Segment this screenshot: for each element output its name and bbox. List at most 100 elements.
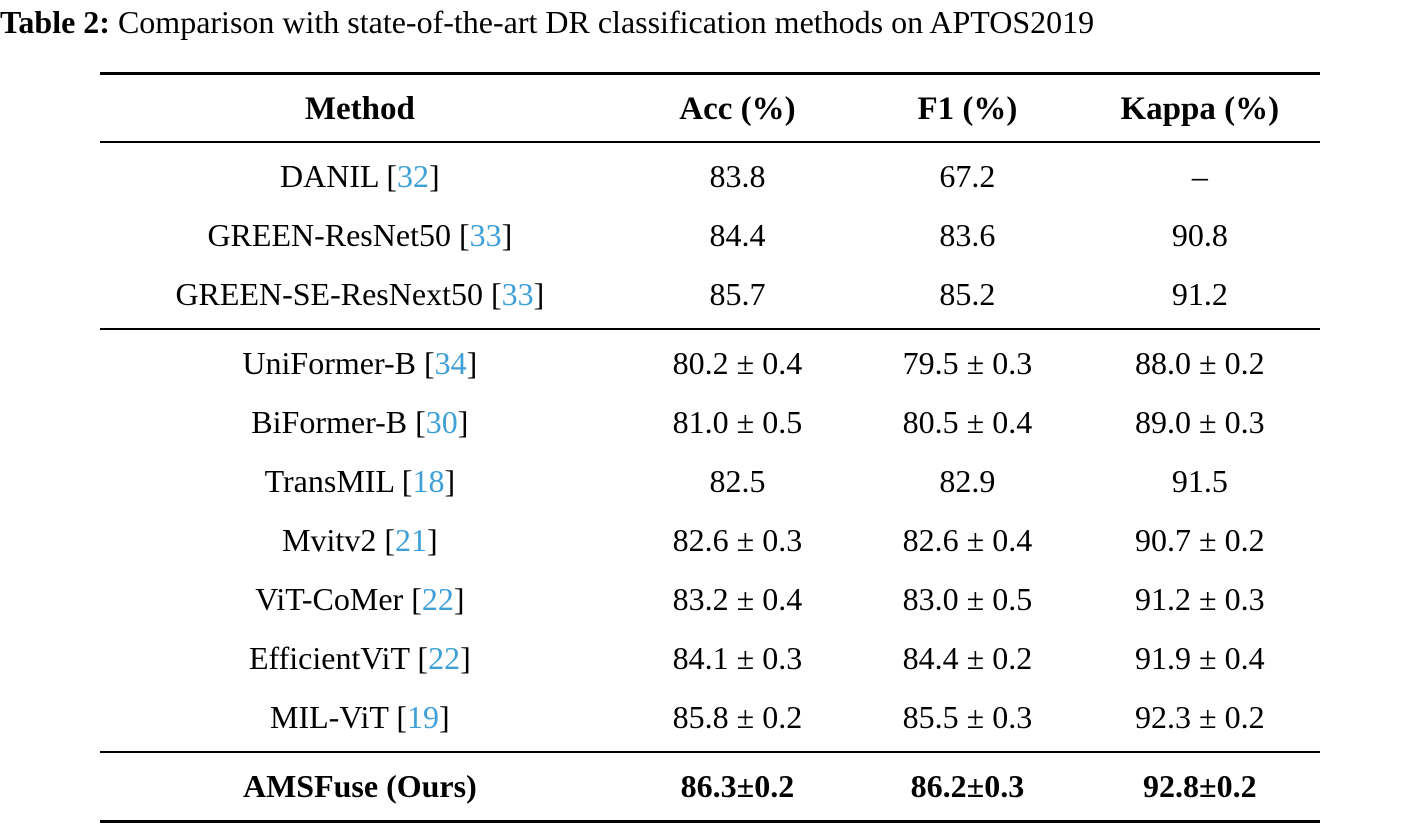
table-row: EfficientViT [22] 84.1 ± 0.3 84.4 ± 0.2 91.… <box>100 629 1320 688</box>
acc-value-cell: 84.1 ± 0.3 <box>672 640 803 676</box>
method-cell: Mvitv2 [21] <box>100 511 620 570</box>
f1-value-cell: 83.6 <box>939 217 996 253</box>
citation-link[interactable]: 22 <box>428 640 461 676</box>
kappa-value-cell: 92.8±0.2 <box>1143 768 1257 804</box>
citation: [32] <box>378 158 440 194</box>
kappa-value-cell: 91.5 <box>1171 463 1228 499</box>
method-name: UniFormer-B <box>242 345 416 381</box>
kappa-value-cell: 91.2 ± 0.3 <box>1135 581 1265 617</box>
f1-value-cell: 82.6 ± 0.4 <box>902 522 1033 558</box>
acc-value-cell: 84.4 <box>709 217 766 253</box>
results-table: Method Acc (%) F1 (%) Kappa (%) DANIL [3… <box>100 72 1320 823</box>
method-name: GREEN-SE-ResNext50 <box>175 276 483 312</box>
method-cell: TransMIL [18] <box>100 452 620 511</box>
method-cell: GREEN-ResNet50 [33] <box>100 206 620 265</box>
citation: [22] <box>409 640 471 676</box>
table-row: DANIL [32] 83.8 67.2 – <box>100 142 1320 206</box>
table-row: BiFormer-B [30] 81.0 ± 0.5 80.5 ± 0.4 89.0 … <box>100 393 1320 452</box>
table-row: AMSFuse (Ours) 86.3±0.2 86.2±0.3 92.8±0.2 <box>100 752 1320 822</box>
citation: [22] <box>403 581 465 617</box>
column-header-method: Method <box>304 91 415 127</box>
citation: [33] <box>482 276 545 312</box>
citation-link[interactable]: 18 <box>412 463 445 499</box>
citation-link[interactable]: 34 <box>434 345 467 381</box>
table-group-cnn-baselines: DANIL [32] 83.8 67.2 – GREEN-ResNet50 [33] 84… <box>100 142 1320 329</box>
citation-link[interactable]: 32 <box>397 158 430 194</box>
table-caption: Table 2: Comparison with state-of-the-ar… <box>0 2 1416 42</box>
kappa-value-cell: – <box>1191 158 1208 194</box>
table-group-transformer-baselines: UniFormer-B [34] 80.2 ± 0.4 79.5 ± 0.3 88.0… <box>100 329 1320 752</box>
citation-link[interactable]: 19 <box>407 699 440 735</box>
column-header-f1: F1 (%) <box>917 91 1018 127</box>
table-header: Method Acc (%) F1 (%) Kappa (%) <box>100 74 1320 142</box>
method-name: DANIL <box>280 158 379 194</box>
method-name: EfficientViT <box>249 640 410 676</box>
kappa-value-cell: 89.0 ± 0.3 <box>1135 404 1265 440</box>
table-row: ViT-CoMer [22] 83.2 ± 0.4 83.0 ± 0.5 91.2 ±… <box>100 570 1320 629</box>
method-cell: AMSFuse (Ours) <box>100 752 620 822</box>
kappa-value-cell: 91.9 ± 0.4 <box>1135 640 1265 676</box>
table-caption-label: Table 2: <box>0 4 110 40</box>
acc-value-cell: 86.3±0.2 <box>680 768 795 804</box>
method-cell: BiFormer-B [30] <box>100 393 620 452</box>
method-name: Mvitv2 <box>282 522 377 558</box>
table-row: GREEN-ResNet50 [33] 84.4 83.6 90.8 <box>100 206 1320 265</box>
method-name: AMSFuse (Ours) <box>242 768 477 804</box>
kappa-value-cell: 90.8 <box>1171 217 1228 253</box>
method-cell: GREEN-SE-ResNext50 [33] <box>100 265 620 329</box>
citation-link[interactable]: 33 <box>501 276 534 312</box>
acc-value-cell: 82.5 <box>709 463 766 499</box>
citation: [33] <box>450 217 513 253</box>
acc-value-cell: 81.0 ± 0.5 <box>672 404 803 440</box>
table-row: GREEN-SE-ResNext50 [33] 85.7 85.2 91.2 <box>100 265 1320 329</box>
f1-value-cell: 85.5 ± 0.3 <box>902 699 1033 735</box>
results-table-container: Method Acc (%) F1 (%) Kappa (%) DANIL [3… <box>100 72 1320 823</box>
citation-link[interactable]: 22 <box>421 581 454 617</box>
method-cell: ViT-CoMer [22] <box>100 570 620 629</box>
table-row: UniFormer-B [34] 80.2 ± 0.4 79.5 ± 0.3 88.0… <box>100 329 1320 393</box>
citation-link[interactable]: 33 <box>469 217 502 253</box>
citation: [19] <box>388 699 450 735</box>
kappa-value-cell: 91.2 <box>1171 276 1228 312</box>
kappa-value-cell: 92.3 ± 0.2 <box>1135 699 1265 735</box>
citation-link[interactable]: 30 <box>425 404 458 440</box>
acc-value-cell: 83.2 ± 0.4 <box>672 581 803 617</box>
method-cell: DANIL [32] <box>100 142 620 206</box>
acc-value-cell: 82.6 ± 0.3 <box>672 522 803 558</box>
kappa-value-cell: 88.0 ± 0.2 <box>1135 345 1265 381</box>
f1-value-cell: 82.9 <box>939 463 996 499</box>
f1-value-cell: 67.2 <box>939 158 996 194</box>
f1-value-cell: 79.5 ± 0.3 <box>902 345 1033 381</box>
method-cell: UniFormer-B [34] <box>100 329 620 393</box>
acc-value-cell: 85.8 ± 0.2 <box>672 699 803 735</box>
table-row: Mvitv2 [21] 82.6 ± 0.3 82.6 ± 0.4 90.7 ± 0.… <box>100 511 1320 570</box>
f1-value-cell: 80.5 ± 0.4 <box>902 404 1033 440</box>
kappa-value-cell: 90.7 ± 0.2 <box>1135 522 1265 558</box>
acc-value-cell: 85.7 <box>709 276 766 312</box>
citation: [30] <box>407 404 469 440</box>
citation: [34] <box>415 345 478 381</box>
table-caption-text: Comparison with state-of-the-art DR clas… <box>109 4 1095 40</box>
method-name: MIL-ViT <box>270 699 389 735</box>
column-header-acc: Acc (%) <box>679 91 796 127</box>
method-cell: MIL-ViT [19] <box>100 688 620 752</box>
citation-link[interactable]: 21 <box>394 522 427 558</box>
method-name: BiFormer-B <box>251 404 408 440</box>
f1-value-cell: 85.2 <box>939 276 996 312</box>
table-group-ours: AMSFuse (Ours) 86.3±0.2 86.2±0.3 92.8±0.2 <box>100 752 1320 822</box>
method-name: ViT-CoMer <box>255 581 404 617</box>
f1-value-cell: 86.2±0.3 <box>910 768 1025 804</box>
acc-value-cell: 83.8 <box>709 158 766 194</box>
column-header-kappa: Kappa (%) <box>1120 91 1280 127</box>
citation: [18] <box>393 463 456 499</box>
f1-value-cell: 83.0 ± 0.5 <box>902 581 1033 617</box>
citation: [21] <box>376 522 438 558</box>
f1-value-cell: 84.4 ± 0.2 <box>902 640 1033 676</box>
method-name: TransMIL <box>264 463 394 499</box>
header-row: Method Acc (%) F1 (%) Kappa (%) <box>100 74 1320 142</box>
acc-value-cell: 80.2 ± 0.4 <box>672 345 803 381</box>
table-row: MIL-ViT [19] 85.8 ± 0.2 85.5 ± 0.3 92.3 ± 0… <box>100 688 1320 752</box>
table-row: TransMIL [18] 82.5 82.9 91.5 <box>100 452 1320 511</box>
method-name: GREEN-ResNet50 <box>207 217 451 253</box>
method-cell: EfficientViT [22] <box>100 629 620 688</box>
